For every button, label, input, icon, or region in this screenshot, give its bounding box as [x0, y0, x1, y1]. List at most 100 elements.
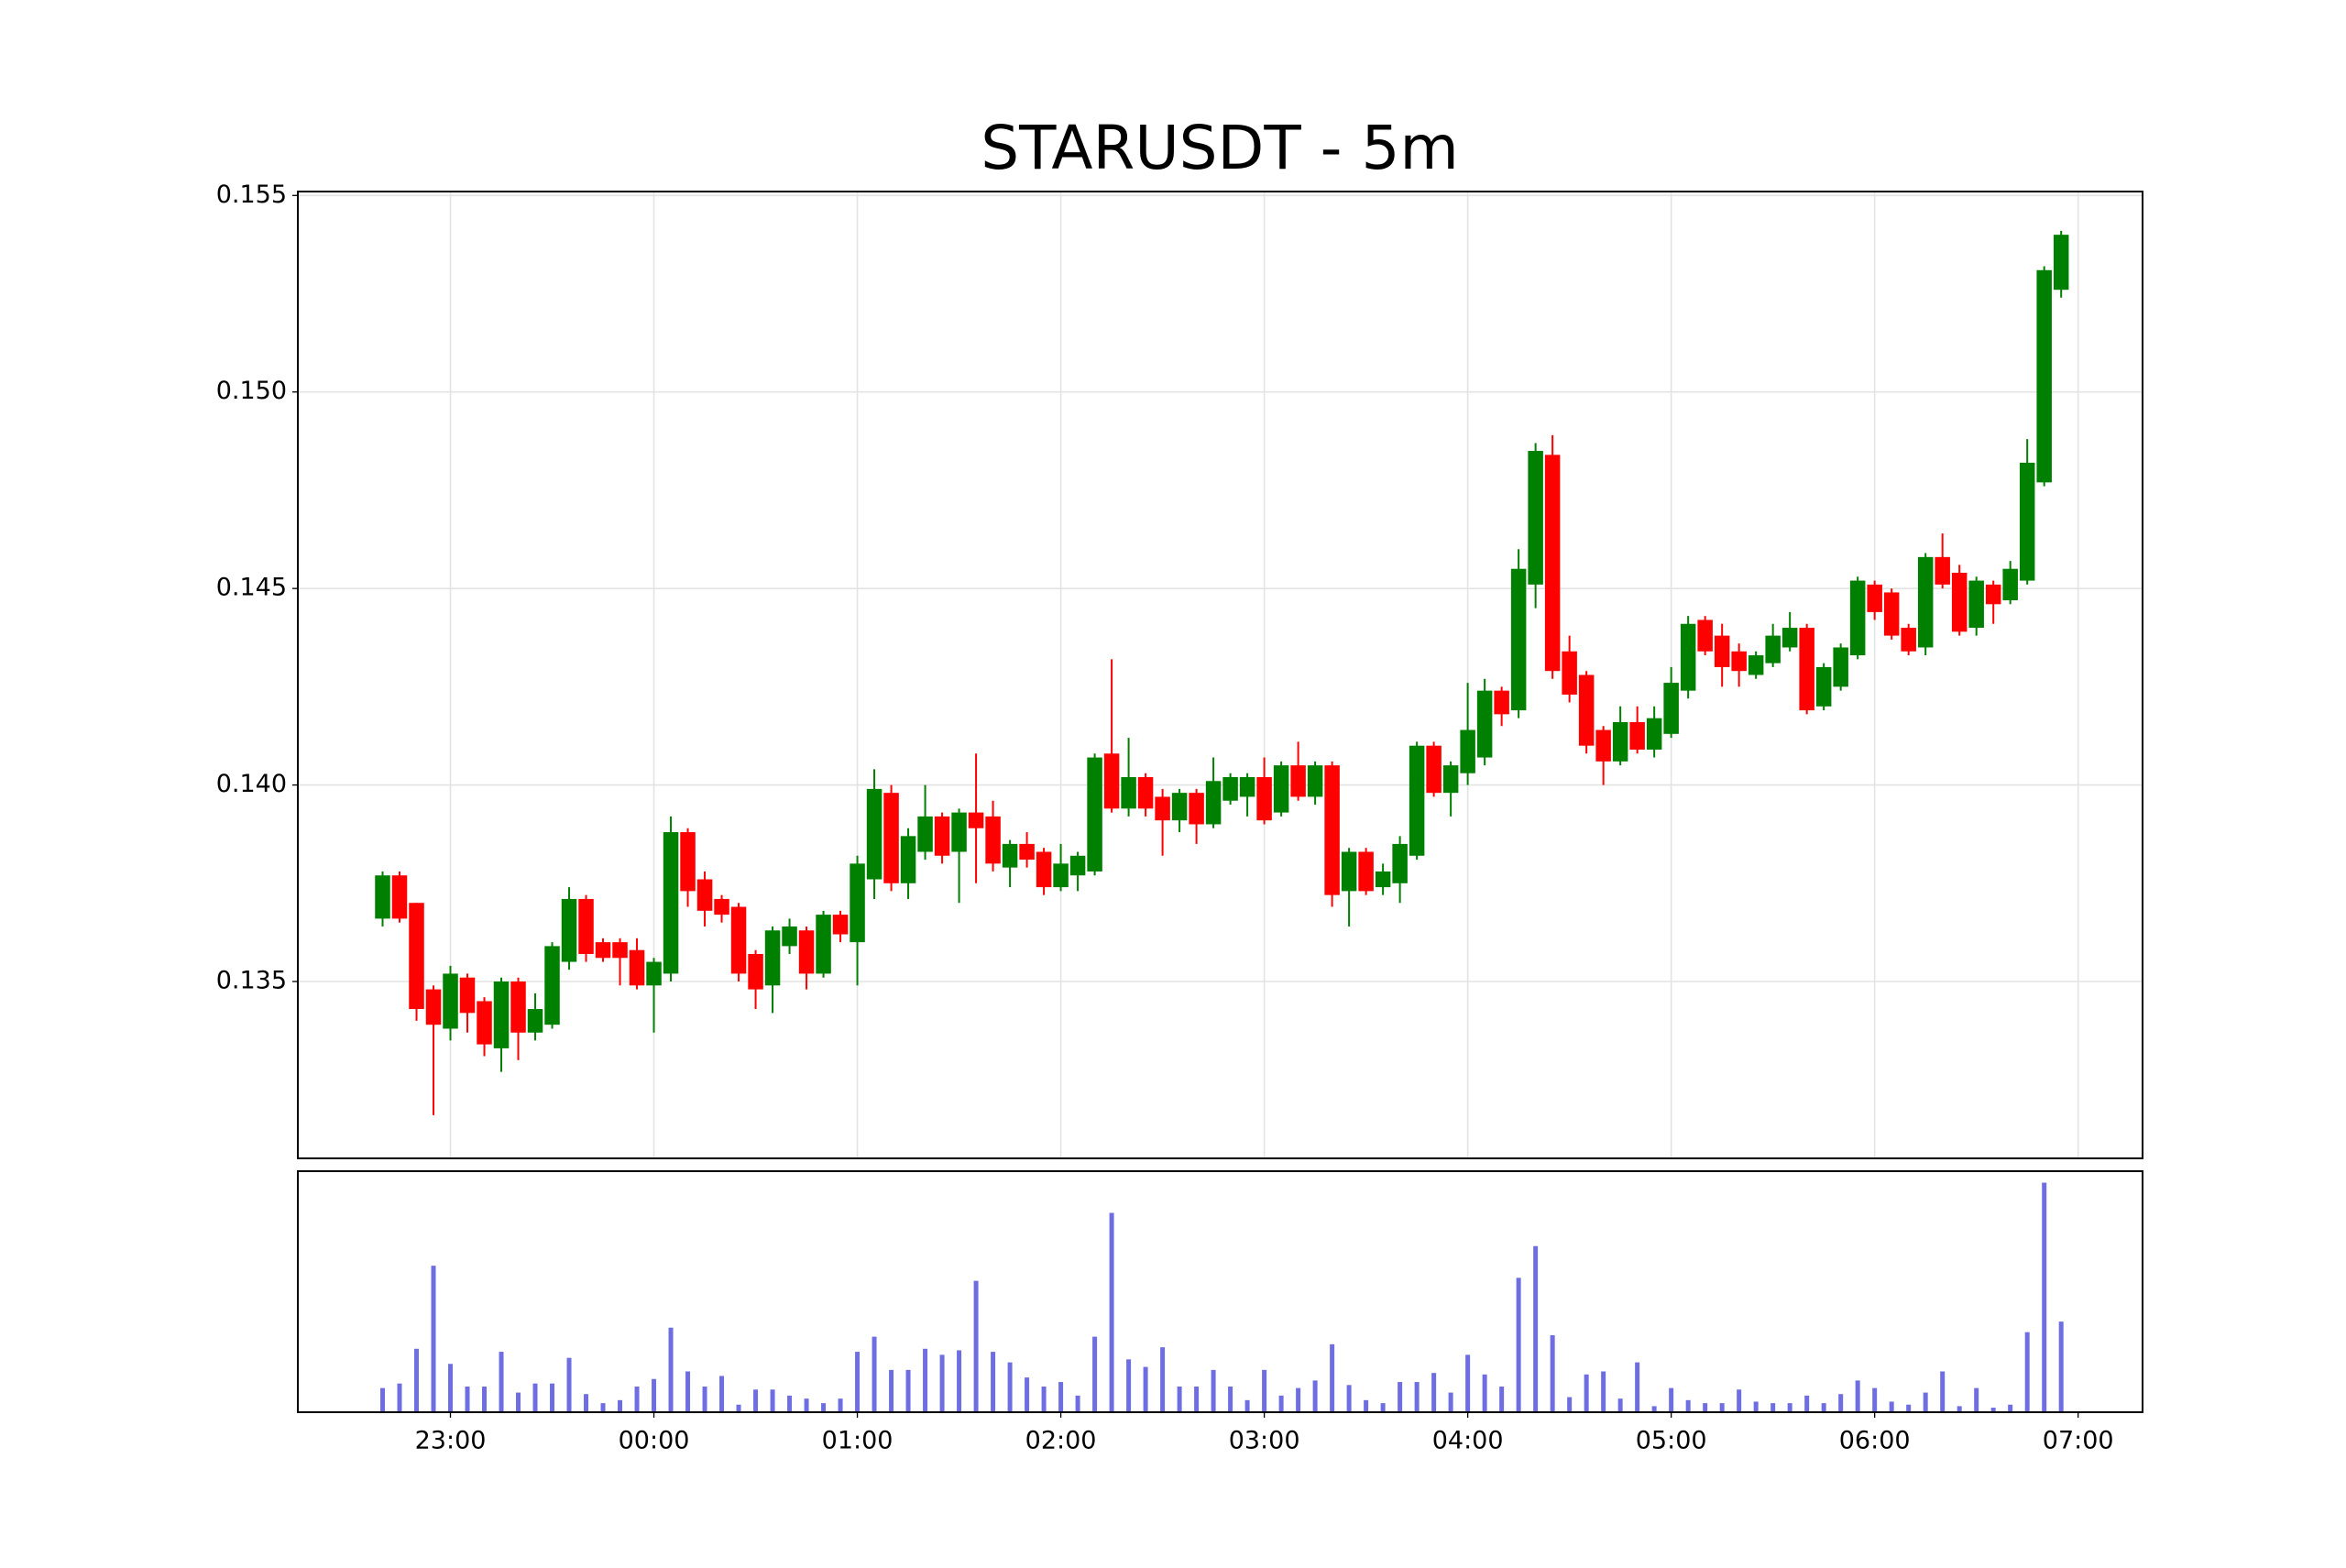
- volume-bar: [1228, 1386, 1233, 1412]
- candle-body: [782, 926, 797, 947]
- volume-bar: [1923, 1392, 1928, 1412]
- volume-bar: [685, 1371, 691, 1412]
- candle-body: [1680, 623, 1696, 691]
- volume-bar: [1855, 1380, 1860, 1412]
- candle-body: [477, 1001, 492, 1045]
- volume-bar: [618, 1399, 623, 1412]
- candle-body: [1612, 721, 1628, 762]
- candle-body: [1815, 666, 1832, 707]
- volume-bar: [1075, 1395, 1080, 1412]
- candle-body: [578, 898, 594, 954]
- volume-bar: [1584, 1374, 1589, 1412]
- candle-body: [1578, 674, 1595, 746]
- plot-frame: [297, 191, 2143, 1159]
- candle-body: [527, 1009, 543, 1033]
- volume-bar: [1160, 1347, 1166, 1412]
- x-tick-label: 07:00: [2043, 1427, 2114, 1455]
- candle-body: [544, 946, 560, 1025]
- candle-body: [612, 942, 628, 959]
- candle-body: [1629, 721, 1645, 750]
- volume-bar: [1398, 1382, 1403, 1412]
- candle-body: [1494, 690, 1509, 715]
- volume-bar: [905, 1369, 911, 1412]
- volume-bar: [1550, 1334, 1555, 1412]
- candle-body: [951, 812, 967, 852]
- volume-bar: [1651, 1406, 1657, 1412]
- volume-bar: [973, 1280, 979, 1412]
- candle-body: [850, 863, 865, 943]
- candle-body: [1036, 851, 1052, 888]
- candle-body: [1985, 584, 2001, 605]
- volume-bar: [566, 1357, 572, 1412]
- volume-bar: [1787, 1403, 1792, 1412]
- candle-body: [1069, 855, 1086, 876]
- volume-bar: [1617, 1398, 1623, 1412]
- candle-body: [917, 816, 933, 852]
- candle-body: [646, 961, 662, 986]
- candle-body: [1087, 757, 1102, 872]
- volume-bar: [991, 1352, 996, 1412]
- candle-body: [493, 981, 510, 1048]
- candle-body: [1273, 765, 1289, 813]
- volume-bar: [2008, 1404, 2013, 1412]
- volume-bar: [821, 1403, 827, 1412]
- volume-bar: [380, 1387, 386, 1412]
- volume-bar: [431, 1266, 436, 1412]
- candle-body: [1528, 451, 1543, 585]
- candle-body: [1239, 777, 1255, 797]
- candle-body: [2019, 462, 2035, 581]
- volume-bar: [1719, 1403, 1725, 1412]
- candle-body: [968, 812, 984, 828]
- y-tick-label: 0.145: [216, 574, 287, 602]
- volume-bar: [1601, 1371, 1606, 1412]
- volume-bar: [1448, 1392, 1453, 1412]
- candle-body: [696, 879, 713, 911]
- volume-bar: [804, 1398, 809, 1412]
- volume-bar: [770, 1389, 775, 1412]
- candle-body: [1562, 651, 1577, 695]
- volume-bar: [1312, 1380, 1318, 1412]
- volume-bar: [1838, 1394, 1844, 1412]
- candle-body: [1341, 851, 1357, 892]
- candle-body: [1256, 777, 1272, 821]
- volume-bar: [550, 1383, 555, 1412]
- candle-body: [1951, 572, 1968, 632]
- volume-bar: [1109, 1212, 1114, 1412]
- volume-bar: [1025, 1377, 1030, 1412]
- volume-bar: [1872, 1387, 1878, 1412]
- volume-bar: [1092, 1336, 1098, 1412]
- x-tick-label: 06:00: [1839, 1427, 1911, 1455]
- candle-body: [866, 788, 882, 880]
- volume-bar: [668, 1327, 674, 1412]
- x-tick-label: 02:00: [1025, 1427, 1097, 1455]
- volume-bar: [1533, 1245, 1539, 1412]
- volume-bar: [2058, 1321, 2064, 1412]
- volume-bar: [1482, 1374, 1487, 1412]
- candle-body: [1053, 863, 1069, 888]
- candle-body: [1324, 765, 1340, 895]
- candle-body: [1222, 777, 1238, 801]
- candle-body: [1510, 568, 1527, 711]
- candle-body: [1392, 843, 1408, 883]
- volume-bar: [1194, 1386, 1200, 1412]
- volume-bar: [719, 1376, 725, 1412]
- candle-body: [1290, 765, 1306, 797]
- volume-bar: [1567, 1397, 1573, 1412]
- volume-bar: [482, 1386, 488, 1412]
- candle-body: [1155, 796, 1170, 821]
- volume-bar: [939, 1354, 945, 1412]
- candle-body: [714, 898, 729, 916]
- volume-bar: [838, 1398, 843, 1412]
- candle-body: [1205, 781, 1222, 825]
- candle-body: [1171, 793, 1188, 821]
- y-tick-label: 0.155: [216, 181, 287, 209]
- candle-body: [1019, 843, 1035, 861]
- x-tick-label: 00:00: [619, 1427, 690, 1455]
- candle-body: [1002, 843, 1018, 868]
- volume-bar: [736, 1404, 741, 1412]
- candle-body: [1103, 753, 1120, 809]
- volume-bar: [1007, 1362, 1013, 1412]
- y-tick-label: 0.140: [216, 770, 287, 798]
- volume-bar: [889, 1369, 894, 1412]
- candle-body: [1544, 455, 1561, 672]
